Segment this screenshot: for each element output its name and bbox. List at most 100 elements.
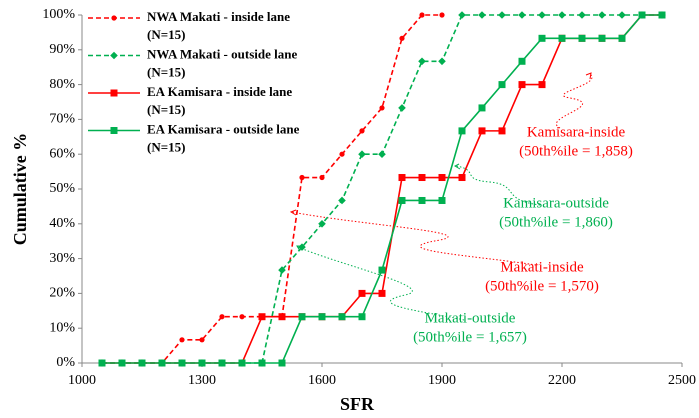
legend-note: (N=15): [147, 64, 185, 79]
marker: [658, 11, 666, 19]
marker: [558, 11, 566, 19]
marker: [438, 196, 446, 204]
legend-marker: [110, 127, 118, 134]
series-line: [102, 14, 662, 364]
arrowhead: [289, 209, 297, 216]
marker: [638, 11, 646, 19]
marker: [438, 57, 446, 66]
marker: [338, 196, 346, 205]
x-tick-label: 1900: [428, 373, 456, 388]
series-line: [102, 14, 662, 364]
marker: [419, 12, 425, 18]
marker: [518, 81, 526, 89]
arrowhead: [453, 163, 461, 170]
x-tick-label: 1300: [188, 373, 216, 388]
annotation: Makati-inside: [500, 259, 584, 275]
marker: [498, 127, 506, 135]
legend-label: NWA Makati - outside lane: [147, 46, 297, 61]
y-tick-label: 30%: [49, 251, 75, 266]
marker: [318, 313, 326, 321]
marker: [298, 243, 306, 251]
marker: [118, 359, 126, 367]
marker: [278, 313, 286, 321]
marker: [398, 174, 406, 182]
marker: [418, 196, 426, 204]
marker: [478, 127, 486, 135]
marker: [478, 104, 486, 112]
marker: [418, 174, 426, 182]
marker: [558, 34, 566, 42]
marker: [378, 266, 386, 274]
marker: [218, 359, 226, 367]
legend-label: NWA Makati - inside lane: [147, 9, 290, 24]
annotation: Makati-outside: [425, 310, 516, 326]
marker: [378, 150, 386, 158]
marker: [319, 174, 325, 181]
marker: [278, 359, 286, 367]
marker: [618, 34, 626, 42]
marker: [339, 151, 345, 157]
y-tick-label: 10%: [49, 320, 75, 335]
marker: [498, 81, 506, 89]
marker: [458, 11, 466, 19]
marker: [418, 57, 426, 66]
marker: [338, 313, 346, 321]
legend-marker: [111, 15, 117, 21]
marker: [379, 105, 385, 111]
y-tick-label: 90%: [49, 42, 75, 57]
marker: [518, 57, 526, 65]
marker: [378, 289, 386, 297]
marker: [138, 359, 146, 367]
y-tick-label: 60%: [49, 146, 75, 161]
arrow: [455, 165, 541, 206]
marker: [299, 174, 305, 181]
marker: [439, 12, 445, 18]
marker: [258, 359, 266, 367]
annotation: (50th%ile = 1,657): [413, 329, 527, 345]
x-tick-label: 1600: [308, 373, 336, 388]
marker: [438, 174, 446, 182]
marker: [399, 35, 405, 41]
marker: [538, 34, 546, 42]
marker: [398, 196, 406, 204]
y-tick-label: 20%: [49, 286, 75, 301]
marker: [278, 266, 286, 274]
marker: [498, 11, 506, 19]
annotation: (50th%ile = 1,858): [519, 143, 633, 159]
marker: [358, 313, 366, 321]
legend-note: (N=15): [147, 102, 185, 117]
legend-note: (N=15): [147, 139, 185, 154]
y-tick-label: 70%: [49, 112, 75, 127]
legend-marker: [110, 89, 118, 97]
marker: [358, 150, 366, 158]
marker: [518, 11, 526, 19]
arrow: [297, 246, 465, 321]
marker: [359, 128, 365, 134]
legend-marker: [110, 51, 118, 60]
marker: [298, 313, 306, 321]
marker: [538, 81, 546, 89]
marker: [458, 174, 466, 182]
marker: [578, 34, 586, 42]
marker: [98, 359, 106, 367]
y-tick-label: 80%: [49, 77, 75, 92]
marker: [199, 337, 205, 343]
marker: [478, 11, 486, 19]
marker: [598, 11, 606, 19]
marker: [239, 314, 245, 320]
legend-note: (N=15): [147, 27, 185, 42]
marker: [358, 289, 366, 297]
marker: [198, 359, 206, 367]
marker: [538, 11, 546, 19]
x-tick-label: 2500: [668, 373, 696, 388]
x-tick-label: 2200: [548, 373, 576, 388]
marker: [179, 337, 185, 343]
arrow: [291, 211, 537, 266]
marker: [178, 359, 186, 367]
marker: [398, 104, 406, 112]
annotation: Kamisara-outside: [503, 195, 609, 211]
x-axis-label: SFR: [340, 394, 375, 414]
y-axis-label: Cumulative %: [10, 133, 30, 246]
marker: [238, 359, 246, 367]
